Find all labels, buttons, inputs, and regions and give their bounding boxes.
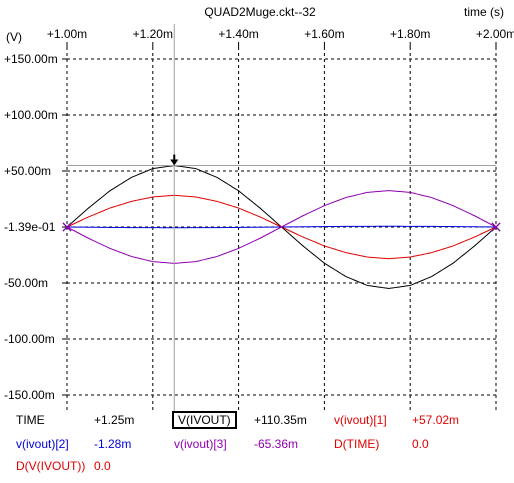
y-tick-label: -50.00m bbox=[4, 276, 48, 290]
x-tick-label: +1.00m bbox=[47, 27, 87, 41]
readout-trace0-value: +110.35m bbox=[254, 413, 307, 427]
x-tick-labels: +1.00m +1.20m +1.40m +1.60m +1.80m +2.00m bbox=[47, 27, 514, 41]
traces bbox=[62, 165, 501, 289]
readout-time-value: +1.25m bbox=[94, 413, 135, 427]
y-tick-label: +150.00m bbox=[4, 52, 58, 66]
x-tick-label: +1.80m bbox=[390, 27, 430, 41]
readout-dtime-value: 0.0 bbox=[412, 437, 429, 451]
readout-trace1-value: +57.02m bbox=[412, 413, 460, 427]
y-tick-label: +50.00m bbox=[4, 164, 51, 178]
y-tick-label: -100.00m bbox=[4, 332, 55, 346]
readout-trace3-value: -65.36m bbox=[254, 437, 299, 451]
x-tick-label: +1.20m bbox=[133, 27, 173, 41]
x-tick-label: +1.40m bbox=[218, 27, 258, 41]
trace-endpoint-marker bbox=[62, 222, 72, 232]
readout-trace3-label[interactable]: v(ivout)[3] bbox=[174, 437, 227, 451]
y-tick-labels: +150.00m +100.00m +50.00m -1.39e-01 -50.00m -… bbox=[4, 52, 58, 402]
readout-time-label: TIME bbox=[16, 413, 45, 427]
readout-dv-value: 0.0 bbox=[94, 459, 111, 473]
cursor-arrow-icon bbox=[170, 159, 179, 166]
grid bbox=[62, 42, 497, 412]
y-tick-label: -150.00m bbox=[4, 388, 55, 402]
readout-dtime-label: D(TIME) bbox=[334, 437, 380, 451]
chart-title: QUAD2Muge.ckt--32 bbox=[204, 5, 316, 19]
trace-3 bbox=[66, 190, 497, 264]
readout-trace2-value: -1.28m bbox=[94, 437, 132, 451]
readout-dv-label: D(V(IVOUT)) bbox=[16, 459, 86, 473]
trace-endpoint-marker bbox=[491, 222, 501, 232]
readout-trace2-label[interactable]: v(ivout)[2] bbox=[16, 437, 69, 451]
readout-trace0-label[interactable]: V(IVOUT) bbox=[172, 411, 237, 429]
cursor[interactable] bbox=[67, 24, 496, 412]
readout-trace1-label[interactable]: v(ivout)[1] bbox=[334, 413, 387, 427]
y-tick-label: -1.39e-01 bbox=[4, 220, 56, 234]
y-axis-label: (V) bbox=[6, 30, 22, 44]
x-tick-label: +1.60m bbox=[304, 27, 344, 41]
x-axis-label: time (s) bbox=[464, 5, 504, 19]
y-tick-label: +100.00m bbox=[4, 108, 58, 122]
x-tick-label: +2.00m bbox=[476, 27, 514, 41]
